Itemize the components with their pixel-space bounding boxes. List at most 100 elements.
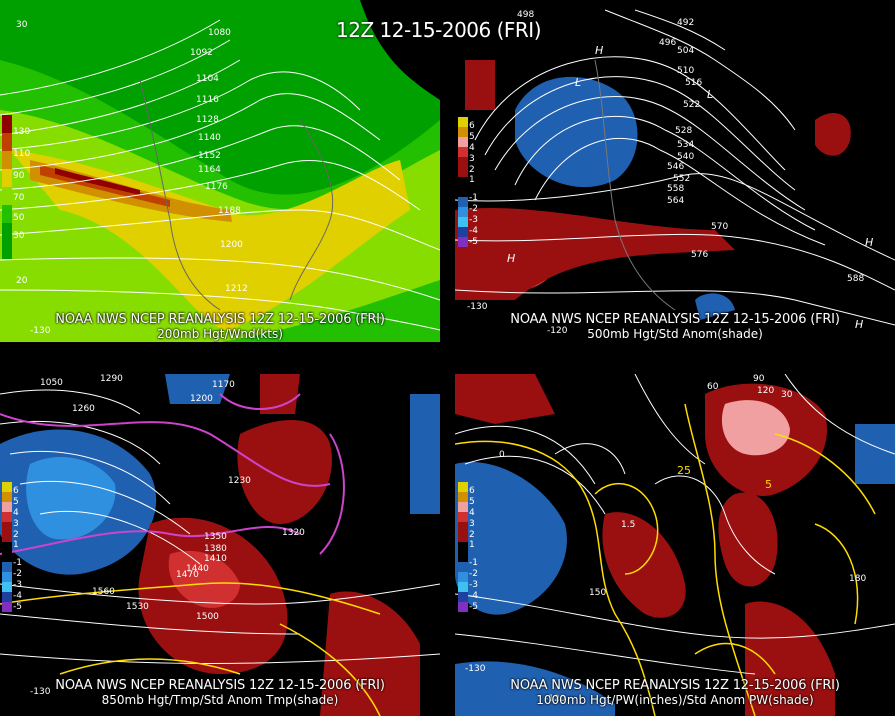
contour-label: 1260 <box>72 404 95 414</box>
legend-swatch <box>458 177 468 197</box>
legend-label: 130 <box>13 127 31 137</box>
caption-line1: NOAA NWS NCEP REANALYSIS 12Z 12-15-2006 … <box>55 312 385 327</box>
legend-swatch <box>458 522 468 542</box>
legend-label: 6 <box>469 486 475 496</box>
contour-label: 1320 <box>282 528 305 538</box>
high-low-marker: H <box>855 318 864 331</box>
legend-label: 2 <box>469 165 475 175</box>
legend-label: -3 <box>469 580 478 590</box>
contour-label: 60 <box>707 382 719 392</box>
contour-label: 576 <box>691 250 709 260</box>
axis-label: -130 <box>467 302 488 312</box>
legend-label: 2 <box>13 530 19 540</box>
legend-anom-850: 6 5 4 3 2 1 -1 -2 -3 -4 -5 <box>2 482 32 622</box>
panel-1000mb-pw: 90 120 150 180 60 30 25 5 0 1.5 -130 -12… <box>455 374 895 716</box>
legend-label: 90 <box>13 171 25 181</box>
contour-label: 1.5 <box>621 520 636 530</box>
caption-200mb: NOAA NWS NCEP REANALYSIS 12Z 12-15-2006 … <box>0 312 440 342</box>
contour-label: 1080 <box>208 28 231 38</box>
contour-label: 1170 <box>212 380 235 390</box>
legend-swatch <box>2 223 12 259</box>
legend-swatch <box>2 169 12 187</box>
axis-label: -130 <box>30 326 51 336</box>
axis-label: 30 <box>16 20 28 30</box>
legend-swatch <box>2 542 12 562</box>
legend-swatch <box>2 205 12 223</box>
panel-200mb-wind: 1080 1092 1104 1116 1128 1140 1152 1164 … <box>0 0 440 342</box>
legend-swatch <box>2 562 12 572</box>
contour-label: 30 <box>781 390 793 400</box>
contour-label: 552 <box>673 174 691 184</box>
caption-line2: 1000mb Hgt/PW(inches)/Std Anom PW(shade) <box>536 693 814 707</box>
contour-label: 522 <box>683 100 701 110</box>
contour-label: 1380 <box>204 544 227 554</box>
legend-label: -1 <box>469 558 478 568</box>
contour-label: 1140 <box>198 133 221 143</box>
legend-label: -2 <box>13 569 22 579</box>
legend-swatch <box>2 151 12 169</box>
legend-label: 1 <box>469 175 475 185</box>
panel-850mb-temp: 1050 1290 1260 1230 1200 1170 1350 1320 … <box>0 374 440 716</box>
contour-label: 1176 <box>205 182 228 192</box>
legend-swatch <box>458 592 468 602</box>
contour-label: 1290 <box>100 374 123 384</box>
legend-swatch <box>2 592 12 602</box>
contour-label: 540 <box>677 152 695 162</box>
legend-wind: 130 110 90 70 50 30 <box>2 115 32 265</box>
caption-850mb: NOAA NWS NCEP REANALYSIS 12Z 12-15-2006 … <box>0 678 440 708</box>
legend-swatch <box>2 482 12 492</box>
contour-label: 1470 <box>176 570 199 580</box>
panel-500mb-map <box>455 0 895 342</box>
contour-label: 564 <box>667 196 685 206</box>
legend-label: -3 <box>13 580 22 590</box>
legend-label: -5 <box>469 602 478 612</box>
legend-swatch <box>458 502 468 512</box>
legend-swatch <box>2 512 12 522</box>
contour-label: 1188 <box>218 206 241 216</box>
legend-swatch <box>458 492 468 502</box>
contour-label: 1200 <box>220 240 243 250</box>
legend-label: -2 <box>469 204 478 214</box>
legend-swatch <box>458 572 468 582</box>
contour-label: 588 <box>847 274 865 284</box>
high-low-marker: H <box>507 252 516 265</box>
high-low-marker: H <box>595 44 604 57</box>
contour-label: 90 <box>753 374 765 384</box>
legend-swatch <box>458 562 468 572</box>
legend-label: 30 <box>13 231 25 241</box>
contour-label: 1230 <box>228 476 251 486</box>
legend-label: 3 <box>469 154 475 164</box>
contour-label: 504 <box>677 46 695 56</box>
legend-label: 5 <box>469 497 475 507</box>
legend-label: 4 <box>13 508 19 518</box>
legend-label: 2 <box>469 530 475 540</box>
legend-swatch <box>458 217 468 227</box>
contour-label: 1500 <box>196 612 219 622</box>
contour-label: 1116 <box>196 95 219 105</box>
legend-swatch <box>2 492 12 502</box>
legend-swatch <box>458 197 468 207</box>
contour-label: 1164 <box>198 165 221 175</box>
contour-label: 1200 <box>190 394 213 404</box>
legend-label: -4 <box>469 591 478 601</box>
contour-label: 1128 <box>196 115 219 125</box>
axis-label: -120 <box>547 326 568 336</box>
legend-label: 6 <box>13 486 19 496</box>
contour-label: 516 <box>685 78 703 88</box>
contour-label: 496 <box>659 38 677 48</box>
contour-label: 0 <box>499 450 505 460</box>
legend-label: -4 <box>469 226 478 236</box>
legend-label: 3 <box>13 519 19 529</box>
legend-swatch <box>458 147 468 157</box>
legend-swatch <box>2 602 12 612</box>
legend-label: -5 <box>13 602 22 612</box>
caption-line2: 500mb Hgt/Std Anom(shade) <box>587 327 763 341</box>
legend-label: -1 <box>469 193 478 203</box>
legend-swatch <box>2 115 12 133</box>
panel-850mb-map <box>0 374 440 716</box>
legend-swatch <box>458 207 468 217</box>
legend-label: -3 <box>469 215 478 225</box>
legend-label: -2 <box>469 569 478 579</box>
caption-line1: NOAA NWS NCEP REANALYSIS 12Z 12-15-2006 … <box>510 678 840 693</box>
contour-label: 120 <box>757 386 775 396</box>
